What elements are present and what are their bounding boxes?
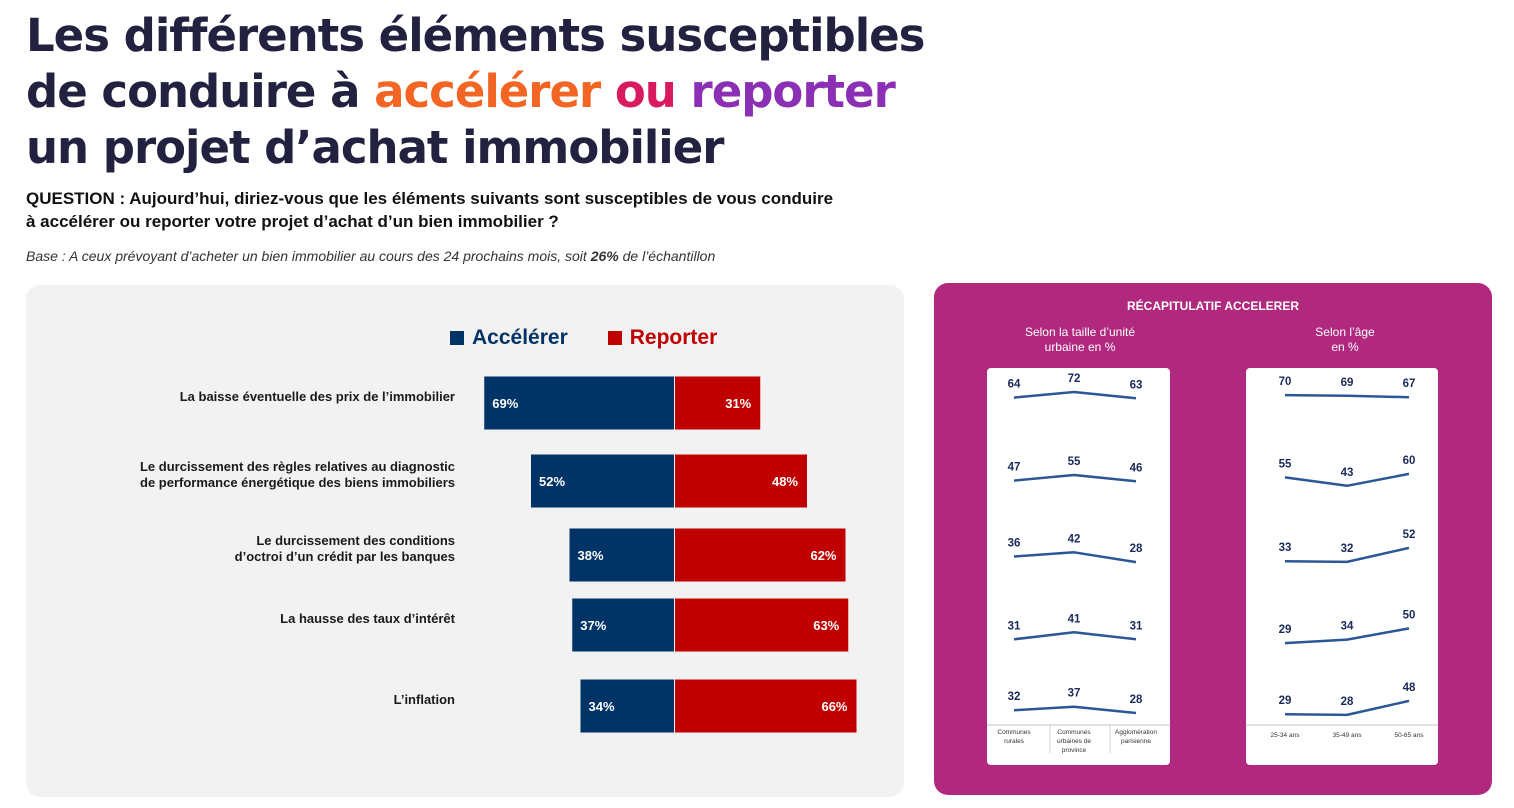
page-title: Les différents éléments susceptibles de … (26, 8, 926, 176)
title-line-2: de conduire à accélérer ou reporter (26, 64, 926, 120)
bar-value-reporter-2: 62% (810, 548, 836, 563)
bar-category-label-2-1: d’octroi d’un crédit par les banques (235, 549, 455, 564)
bar-category-label-2-0: Le durcissement des conditions (256, 533, 455, 548)
base-post: de l’échantillon (618, 248, 716, 264)
bar-value-accelerer-2: 38% (578, 548, 604, 563)
title-line-2-prefix: de conduire à (26, 65, 375, 118)
bar-reporter-1 (675, 454, 807, 508)
question-text: QUESTION : Aujourd’hui, diriez-vous que … (26, 187, 956, 233)
bar-value-accelerer-1: 52% (539, 474, 565, 489)
bar-accelerer-0 (484, 376, 674, 430)
subtitle-age-line-1: Selon l’âge (1315, 325, 1375, 339)
subtitle-taille-line-2: urbaine en % (1044, 340, 1116, 354)
subtitle-taille-unite: Selon la taille d’unité urbaine en % (1000, 325, 1160, 355)
title-accelerer-word: accélérer (374, 65, 601, 118)
bar-accelerer-1 (531, 454, 674, 508)
bar-legend: Accélérer Reporter (450, 326, 757, 350)
bar-value-accelerer-4: 34% (589, 699, 615, 714)
legend-label-reporter: Reporter (629, 326, 718, 349)
bar-category-label-4-0: L’inflation (394, 692, 455, 707)
bar-reporter-3 (675, 598, 849, 652)
title-ou-word: ou (600, 65, 691, 118)
bar-category-label-1-0: Le durcissement des règles relatives au … (140, 459, 455, 474)
bar-value-reporter-1: 48% (772, 474, 798, 489)
subtitle-age: Selon l’âge en % (1265, 325, 1425, 355)
bar-value-reporter-4: 66% (821, 699, 847, 714)
bar-category-label-1-1: de performance énergétique des biens imm… (140, 475, 455, 490)
question-line-2: à accélérer ou reporter votre projet d’a… (26, 212, 559, 231)
base-note: Base : A ceux prévoyant d’acheter un bie… (26, 248, 715, 264)
card-taille-unite (987, 368, 1170, 765)
bar-category-label-3-0: La hausse des taux d’intérêt (280, 611, 456, 626)
bar-value-reporter-3: 63% (813, 618, 839, 633)
base-bold: 26% (590, 248, 619, 264)
title-line-3: un projet d’achat immobilier (26, 121, 724, 174)
base-pre: Base : A ceux prévoyant d’acheter un bie… (26, 248, 591, 264)
title-line-1: Les différents éléments susceptibles (26, 9, 925, 62)
bar-accelerer-3 (572, 598, 674, 652)
subtitle-age-line-2: en % (1331, 340, 1359, 354)
legend-swatch-reporter (607, 331, 622, 345)
bar-value-reporter-0: 31% (725, 396, 751, 411)
legend-swatch-accelerer (450, 331, 464, 345)
title-reporter-word: reporter (690, 65, 896, 118)
bar-value-accelerer-3: 37% (580, 618, 606, 633)
bar-reporter-0 (675, 376, 761, 430)
bar-reporter-2 (675, 528, 846, 582)
card-age (1246, 368, 1438, 765)
legend-item-accelerer: Accélérer (450, 326, 568, 350)
bar-category-label-0-0: La baisse éventuelle des prix de l’immob… (180, 389, 455, 404)
bar-accelerer-4 (580, 679, 674, 733)
bar-reporter-4 (675, 679, 857, 733)
bar-accelerer-2 (569, 528, 674, 582)
recap-title: RÉCAPITULATIF ACCELERER (1127, 299, 1299, 313)
subtitle-taille-line-1: Selon la taille d’unité (1024, 325, 1136, 339)
bar-value-accelerer-0: 69% (492, 396, 518, 411)
question-line-1: QUESTION : Aujourd’hui, diriez-vous que … (26, 189, 834, 208)
legend-item-reporter: Reporter (607, 326, 718, 350)
legend-label-accelerer: Accélérer (472, 326, 568, 349)
